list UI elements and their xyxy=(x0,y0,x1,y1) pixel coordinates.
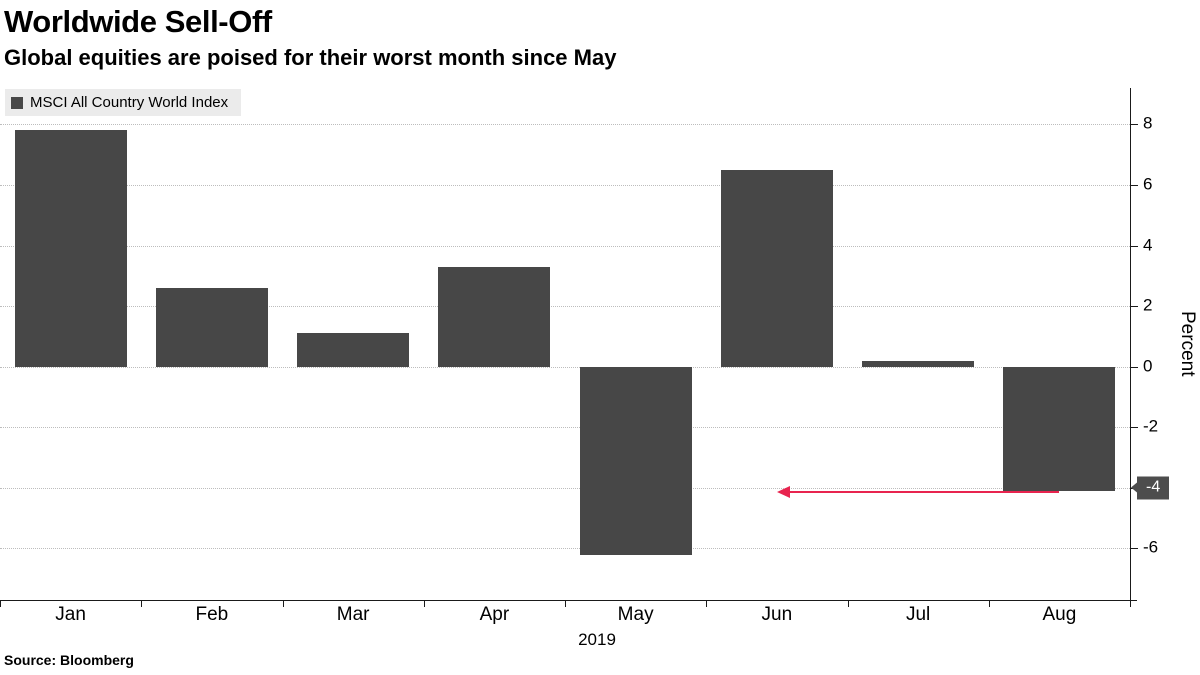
gridline-8 xyxy=(0,124,1130,126)
x-axis-tick xyxy=(565,601,566,607)
y-axis-tick--6 xyxy=(1130,548,1138,550)
y-axis-label-4: 4 xyxy=(1143,235,1153,255)
x-axis-line xyxy=(0,600,1137,601)
x-axis-label-aug: Aug xyxy=(1042,604,1077,625)
gridline-0 xyxy=(0,366,1130,368)
x-axis-label-jul: Jul xyxy=(905,604,931,625)
legend-label: MSCI All Country World Index xyxy=(30,94,229,111)
y-axis-tick-4 xyxy=(1130,245,1138,247)
x-axis-tick xyxy=(423,601,425,607)
y-axis-line xyxy=(1130,88,1131,601)
legend: MSCI All Country World Index xyxy=(5,89,242,116)
y-axis-tick-8 xyxy=(1130,124,1138,126)
x-axis-label-jan: Jan xyxy=(55,604,86,625)
y-axis-title-wrap: Percent xyxy=(1176,88,1198,600)
x-axis-tick xyxy=(141,601,143,607)
bar-apr xyxy=(438,266,551,367)
x-axis-tick xyxy=(847,601,849,607)
page-title: Worldwide Sell-Off xyxy=(4,4,272,39)
x-axis-tick xyxy=(1130,601,1131,607)
y-axis-label-6: 6 xyxy=(1143,174,1153,194)
y-axis-label-2: 2 xyxy=(1143,295,1153,315)
gridline-4 xyxy=(0,245,1130,247)
bar-jan xyxy=(14,130,127,367)
plot-area xyxy=(0,88,1130,600)
bar-aug xyxy=(1003,366,1116,491)
bar-may xyxy=(579,366,692,555)
y-axis-label-8: 8 xyxy=(1143,113,1153,133)
gridline-6 xyxy=(0,184,1130,186)
y-axis-label--6: -6 xyxy=(1143,538,1159,558)
y-axis-label--2: -2 xyxy=(1143,416,1159,436)
annotation-arrow-line xyxy=(786,491,1060,494)
gridline--2 xyxy=(0,427,1130,429)
x-axis-year-label: 2019 xyxy=(578,630,616,649)
x-axis-tick xyxy=(0,601,1,607)
y-axis-tick-2 xyxy=(1130,306,1138,308)
chart-subtitle: Global equities are poised for their wor… xyxy=(4,45,617,70)
x-axis-label-mar: Mar xyxy=(336,604,370,625)
bar-feb xyxy=(155,287,268,367)
gridline--6 xyxy=(0,548,1130,550)
legend-swatch xyxy=(11,96,23,109)
x-axis-tick xyxy=(282,601,284,607)
gridline-2 xyxy=(0,306,1130,308)
x-axis-label-apr: Apr xyxy=(479,604,510,625)
y-axis-tick-6 xyxy=(1130,184,1138,186)
annotation-arrow-head xyxy=(776,486,790,499)
x-axis-label-may: May xyxy=(617,604,654,625)
bar-jul xyxy=(862,360,975,367)
bar-jun xyxy=(720,169,833,367)
gridline--4 xyxy=(0,487,1130,489)
y-axis-tick-0 xyxy=(1130,366,1138,368)
y-axis-tick--2 xyxy=(1130,427,1138,429)
badge-pointer xyxy=(1131,482,1137,493)
y-axis-label-0: 0 xyxy=(1143,356,1153,376)
x-axis-label-feb: Feb xyxy=(195,604,229,625)
bar-mar xyxy=(297,333,410,367)
y-axis-title: Percent xyxy=(1177,311,1198,377)
x-axis-tick xyxy=(706,601,708,607)
x-axis-label-jun: Jun xyxy=(761,604,793,625)
source-note: Source: Bloomberg xyxy=(4,652,134,668)
x-axis-tick xyxy=(988,601,990,607)
highlighted-axis-badge: -4 xyxy=(1131,476,1170,500)
